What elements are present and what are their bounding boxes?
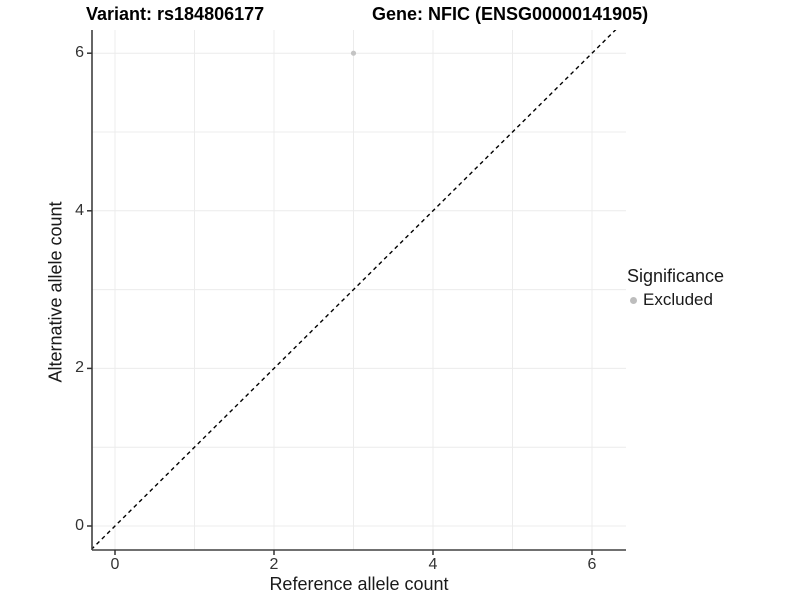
legend-item-label: Excluded bbox=[643, 290, 713, 309]
identity-line bbox=[92, 30, 617, 550]
legend-title: Significance bbox=[627, 266, 725, 286]
x-tick-label: 6 bbox=[587, 556, 597, 573]
y-tick-label: 2 bbox=[75, 359, 84, 377]
y-axis-title: Alternative allele count bbox=[45, 201, 66, 383]
x-tick-label: 0 bbox=[110, 556, 120, 573]
x-axis-title: Reference allele count bbox=[269, 574, 449, 594]
legend-item: Excluded bbox=[627, 290, 724, 310]
y-tick-label: 6 bbox=[75, 44, 84, 62]
legend: Significance Excluded bbox=[627, 266, 724, 310]
y-tick-label: 4 bbox=[75, 201, 84, 219]
x-tick-label: 2 bbox=[269, 556, 279, 573]
x-tick-label: 4 bbox=[428, 556, 438, 573]
plot-title-gene: Gene: NFIC (ENSG00000141905) bbox=[372, 4, 649, 24]
plot-title-variant: Variant: rs184806177 bbox=[86, 4, 265, 24]
data-point bbox=[350, 50, 357, 56]
legend-point-icon bbox=[630, 296, 637, 304]
y-tick-label: 0 bbox=[75, 517, 84, 534]
legend-items: Excluded bbox=[627, 290, 724, 310]
